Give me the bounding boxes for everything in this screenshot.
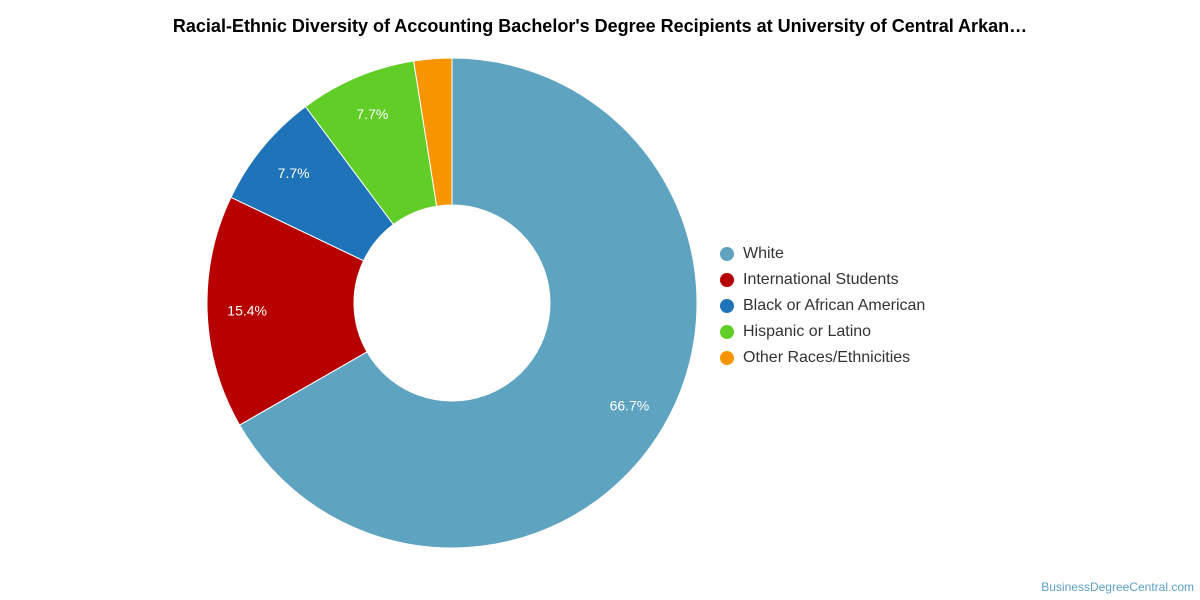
- slice-label: 7.7%: [356, 106, 388, 122]
- legend-item[interactable]: Other Races/Ethnicities: [720, 345, 925, 371]
- slice-label: 7.7%: [278, 165, 310, 181]
- legend-item[interactable]: Black or African American: [720, 293, 925, 319]
- legend-marker: [720, 299, 734, 313]
- slice-white[interactable]: [238, 57, 698, 549]
- legend-label: Black or African American: [743, 297, 926, 314]
- legend-label: Other Races/Ethnicities: [743, 349, 911, 366]
- chart-legend: White International Students Black or Afri…: [720, 241, 925, 371]
- legend-item[interactable]: White: [720, 241, 925, 267]
- legend-marker: [720, 351, 734, 365]
- slice-other-races-ethnicities[interactable]: [413, 57, 453, 207]
- legend-label: International Students: [743, 271, 899, 288]
- slice-label: 15.4%: [227, 303, 267, 319]
- chart-title: Racial-Ethnic Diversity of Accounting Ba…: [172, 16, 1028, 36]
- source-credit[interactable]: BusinessDegreeCentral.com: [1041, 580, 1194, 594]
- legend-marker: [720, 273, 734, 287]
- legend-item[interactable]: Hispanic or Latino: [720, 319, 925, 345]
- legend-marker: [720, 325, 734, 339]
- legend-label: Hispanic or Latino: [743, 323, 872, 340]
- slice-international-students[interactable]: [206, 196, 368, 426]
- legend-marker: [720, 247, 734, 261]
- legend-item[interactable]: International Students: [720, 267, 925, 293]
- slice-label: 66.7%: [610, 398, 650, 414]
- legend-label: White: [743, 245, 784, 262]
